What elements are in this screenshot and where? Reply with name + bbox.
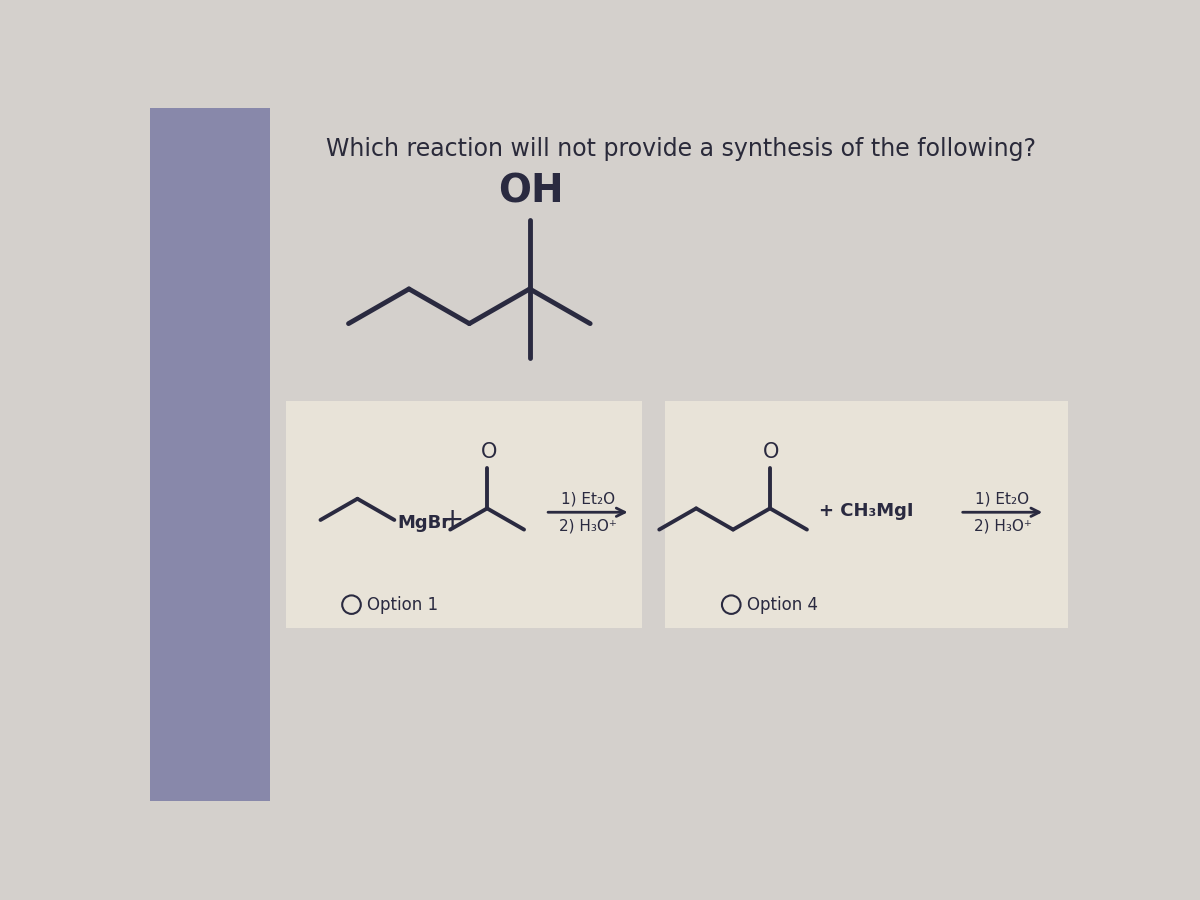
Text: O: O [480,442,497,463]
Bar [665,400,1068,628]
Text: Option 4: Option 4 [746,596,817,614]
Bar [286,400,642,628]
Text: 1) Et₂O: 1) Et₂O [976,491,1030,506]
Text: +: + [440,506,464,534]
Text: Option 1: Option 1 [367,596,438,614]
Text: + CH₃MgI: + CH₃MgI [818,502,913,520]
Text: MgBr: MgBr [397,514,450,532]
Text: Which reaction will not provide a synthesis of the following?: Which reaction will not provide a synthe… [326,138,1036,161]
Text: 2) H₃O⁺: 2) H₃O⁺ [973,518,1032,534]
Text: OH: OH [498,173,564,211]
Text: 2) H₃O⁺: 2) H₃O⁺ [559,518,617,534]
Bar [150,108,270,801]
Text: O: O [763,442,780,463]
Text: 1) Et₂O: 1) Et₂O [560,491,614,506]
